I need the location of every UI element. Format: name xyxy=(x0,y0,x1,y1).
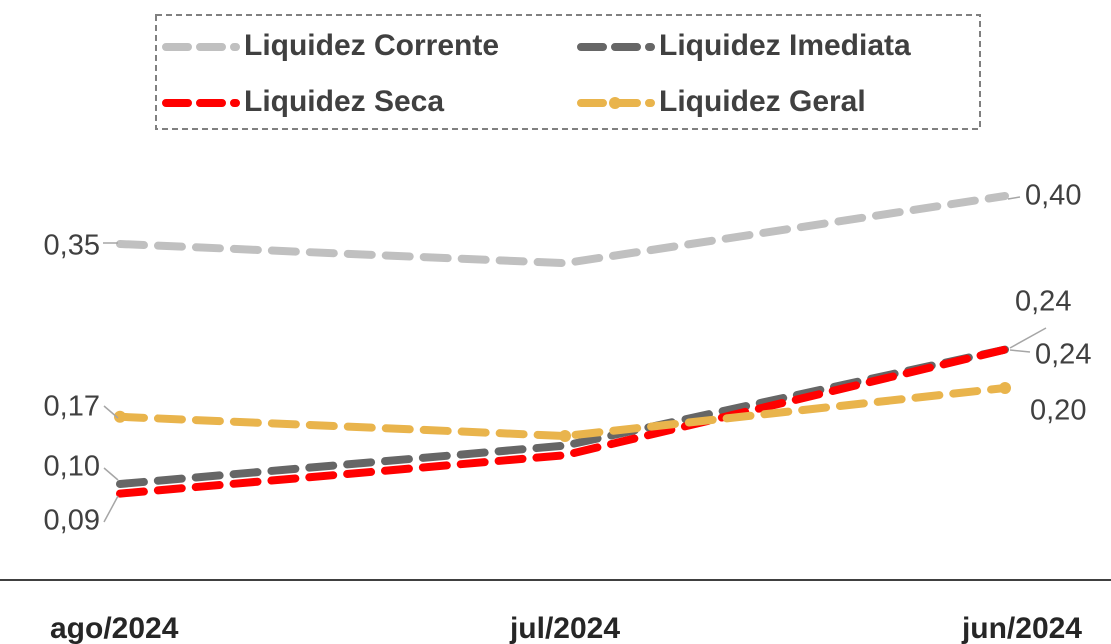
series-marker xyxy=(559,430,571,442)
x-tick-label: jul/2024 xyxy=(509,612,620,644)
data-label: 0,09 xyxy=(44,505,100,537)
data-label: 0,24 xyxy=(1035,339,1091,371)
data-label: 0,35 xyxy=(44,230,100,262)
data-label: 0,10 xyxy=(44,451,100,483)
data-label: 0,17 xyxy=(44,391,100,423)
legend-label: Liquidez Seca xyxy=(244,85,444,118)
label-leader xyxy=(1007,196,1021,200)
legend-label: Liquidez Geral xyxy=(659,85,866,118)
x-tick-label: jun/2024 xyxy=(961,612,1082,644)
x-tick-label: ago/2024 xyxy=(50,612,179,644)
series-line xyxy=(116,345,1009,498)
legend-marker xyxy=(609,97,621,109)
legend-label: Liquidez Corrente xyxy=(244,29,499,62)
data-label: 0,40 xyxy=(1025,180,1081,212)
data-label: 0,24 xyxy=(1015,286,1071,318)
data-label: 0,20 xyxy=(1030,395,1086,427)
series-line xyxy=(116,384,1009,440)
legend-box xyxy=(155,14,981,130)
series-marker xyxy=(114,410,126,423)
series-line xyxy=(116,192,1009,268)
series-marker xyxy=(999,382,1011,394)
label-leader xyxy=(1009,349,1031,353)
label-leader xyxy=(103,405,119,419)
label-leader xyxy=(103,495,119,523)
legend-label: Liquidez Imediata xyxy=(659,29,911,62)
series-line xyxy=(116,345,1009,488)
label-leader xyxy=(1009,327,1047,349)
label-leader xyxy=(103,467,119,481)
